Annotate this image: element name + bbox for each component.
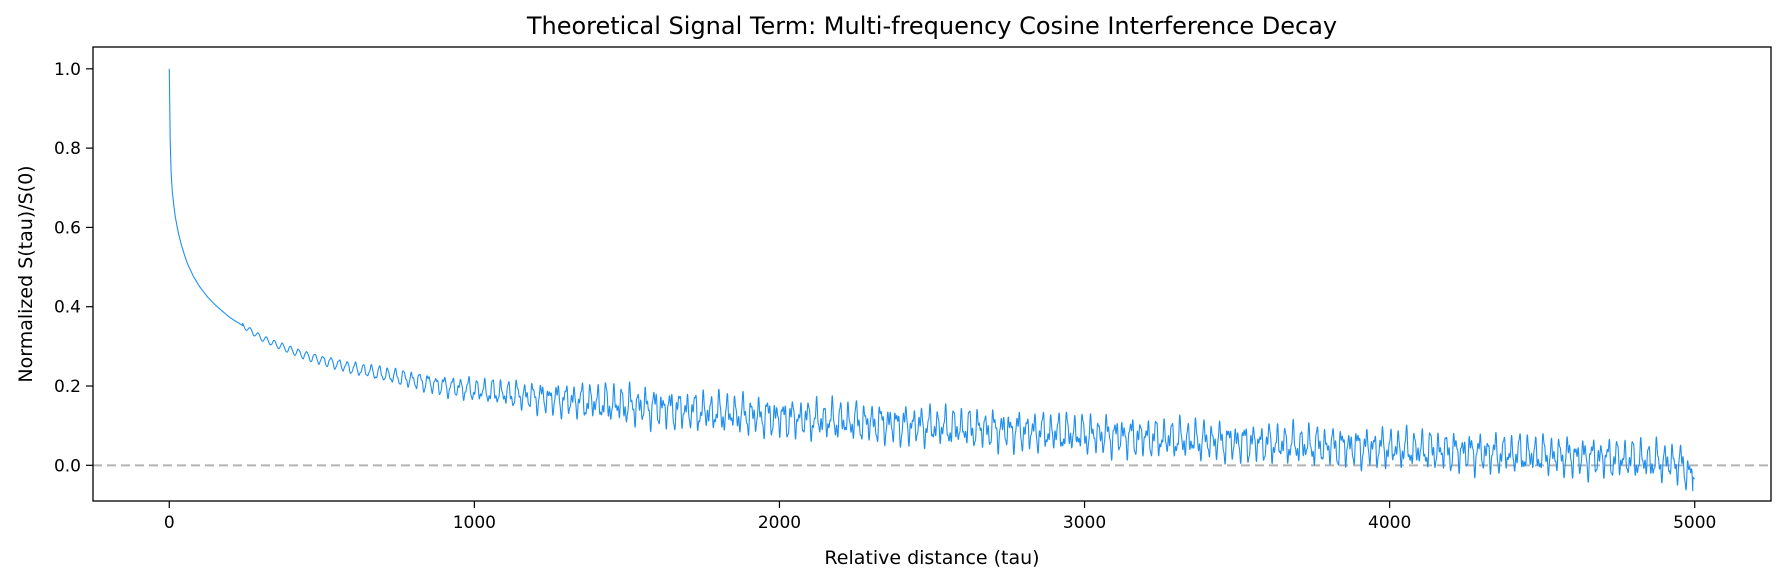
y-axis: 0.0 0.2 0.4 0.6 0.8 1.0 xyxy=(54,60,93,476)
y-tick-label: 0.8 xyxy=(54,139,81,159)
y-tick-label: 0.4 xyxy=(54,298,81,318)
x-tick-label: 2000 xyxy=(758,513,801,533)
x-axis: 0 1000 2000 3000 4000 5000 xyxy=(164,501,1716,533)
x-axis-label: Relative distance (tau) xyxy=(824,547,1039,569)
x-tick-label: 1000 xyxy=(453,513,496,533)
series-line xyxy=(168,68,1696,492)
x-tick-label: 5000 xyxy=(1673,513,1716,533)
y-axis-label: Normalized S(tau)/S(0) xyxy=(15,165,37,382)
x-tick-label: 3000 xyxy=(1063,513,1106,533)
y-tick-label: 1.0 xyxy=(54,60,81,80)
x-tick-label: 4000 xyxy=(1368,513,1411,533)
plot-frame xyxy=(92,46,1772,502)
y-tick-label: 0.0 xyxy=(54,456,81,476)
x-tick-label: 0 xyxy=(164,513,175,533)
plot-area: 0 1000 2000 3000 4000 5000 0.0 0.2 0.4 0.6 0.8 1.0 xyxy=(54,46,1772,533)
y-tick-label: 0.6 xyxy=(54,218,81,238)
chart-title: Theoretical Signal Term: Multi-frequency… xyxy=(526,12,1337,40)
y-tick-label: 0.2 xyxy=(54,377,81,397)
